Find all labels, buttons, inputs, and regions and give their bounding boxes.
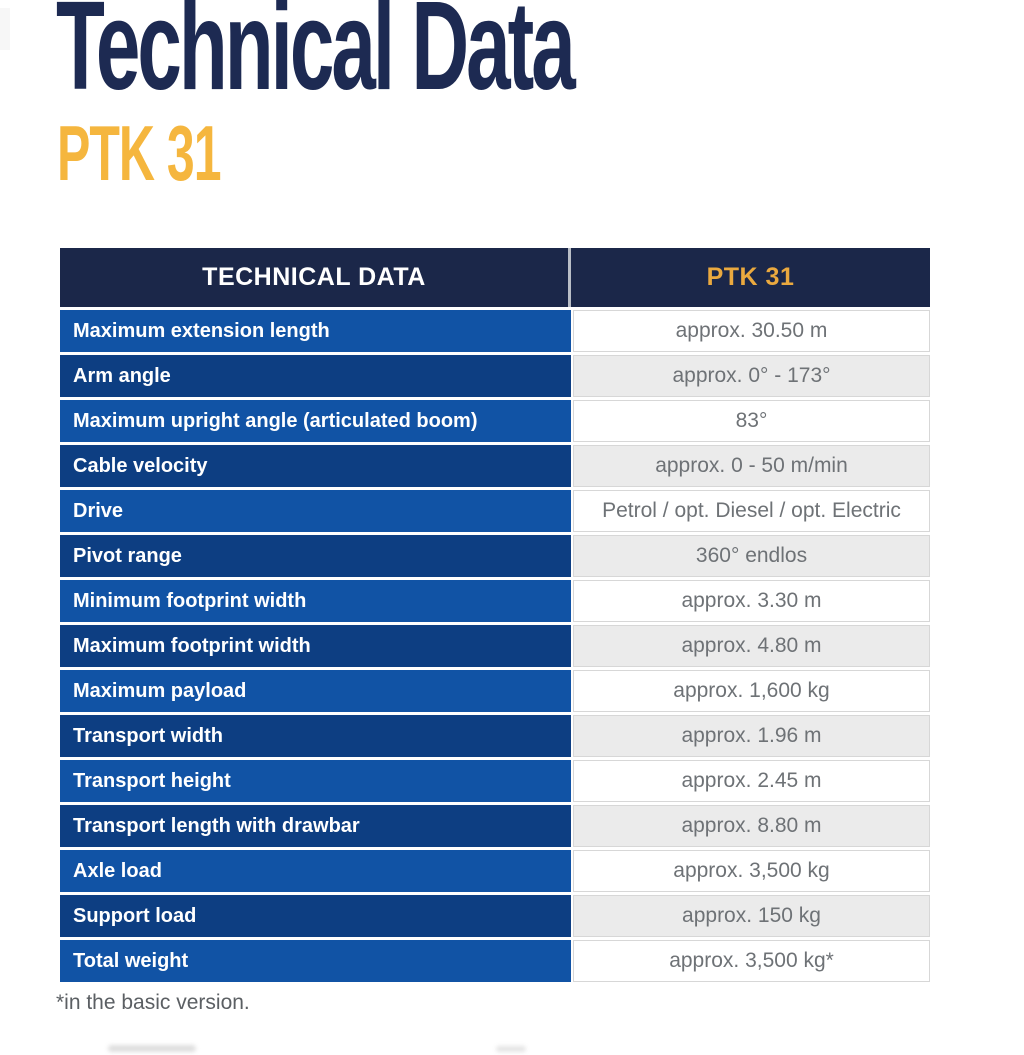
scan-artifact [0,8,10,50]
table-row: Transport height approx. 2.45 m [60,760,930,802]
table-row: Cable velocity approx. 0 - 50 m/min [60,445,930,487]
spec-label: Maximum footprint width [60,625,571,667]
spec-value: approx. 0 - 50 m/min [573,445,930,487]
footnote: *in the basic version. [56,991,250,1014]
table-row: Pivot range 360° endlos [60,535,930,577]
page-title: Technical Data [56,0,576,116]
spec-value: 83° [573,400,930,442]
table-row: Total weight approx. 3,500 kg* [60,940,930,982]
spec-label: Pivot range [60,535,571,577]
spec-label: Transport length with drawbar [60,805,571,847]
table-body: Maximum extension length approx. 30.50 m… [60,310,930,982]
table-row: Transport length with drawbar approx. 8.… [60,805,930,847]
spec-label: Drive [60,490,571,532]
spec-value: approx. 2.45 m [573,760,930,802]
spec-label: Transport width [60,715,571,757]
spec-value: approx. 4.80 m [573,625,930,667]
table-row: Drive Petrol / opt. Diesel / opt. Electr… [60,490,930,532]
technical-data-table: TECHNICAL DATA PTK 31 Maximum extension … [60,248,930,985]
spec-label: Transport height [60,760,571,802]
spec-label: Support load [60,895,571,937]
spec-value: approx. 1.96 m [573,715,930,757]
cropped-text-artifact [496,1046,526,1052]
spec-value: approx. 3,500 kg* [573,940,930,982]
spec-label: Arm angle [60,355,571,397]
spec-label: Total weight [60,940,571,982]
table-header-specs: TECHNICAL DATA [60,248,571,307]
spec-value: approx. 3.30 m [573,580,930,622]
table-row: Maximum payload approx. 1,600 kg [60,670,930,712]
spec-value: 360° endlos [573,535,930,577]
cropped-text-artifact [108,1045,196,1052]
spec-label: Cable velocity [60,445,571,487]
spec-value: approx. 150 kg [573,895,930,937]
table-row: Maximum extension length approx. 30.50 m [60,310,930,352]
spec-label: Axle load [60,850,571,892]
spec-value: approx. 3,500 kg [573,850,930,892]
table-row: Transport width approx. 1.96 m [60,715,930,757]
spec-value: Petrol / opt. Diesel / opt. Electric [573,490,930,532]
table-header-row: TECHNICAL DATA PTK 31 [60,248,930,307]
spec-value: approx. 30.50 m [573,310,930,352]
spec-label: Maximum payload [60,670,571,712]
spec-label: Maximum extension length [60,310,571,352]
model-subtitle: PTK 31 [57,110,222,198]
table-row: Axle load approx. 3,500 kg [60,850,930,892]
spec-label: Maximum upright angle (articulated boom) [60,400,571,442]
spec-label: Minimum footprint width [60,580,571,622]
table-row: Support load approx. 150 kg [60,895,930,937]
table-row: Maximum footprint width approx. 4.80 m [60,625,930,667]
table-header-model: PTK 31 [706,263,795,291]
spec-value: approx. 0° - 173° [573,355,930,397]
spec-value: approx. 1,600 kg [573,670,930,712]
spec-value: approx. 8.80 m [573,805,930,847]
table-row: Maximum upright angle (articulated boom)… [60,400,930,442]
table-row: Arm angle approx. 0° - 173° [60,355,930,397]
table-row: Minimum footprint width approx. 3.30 m [60,580,930,622]
